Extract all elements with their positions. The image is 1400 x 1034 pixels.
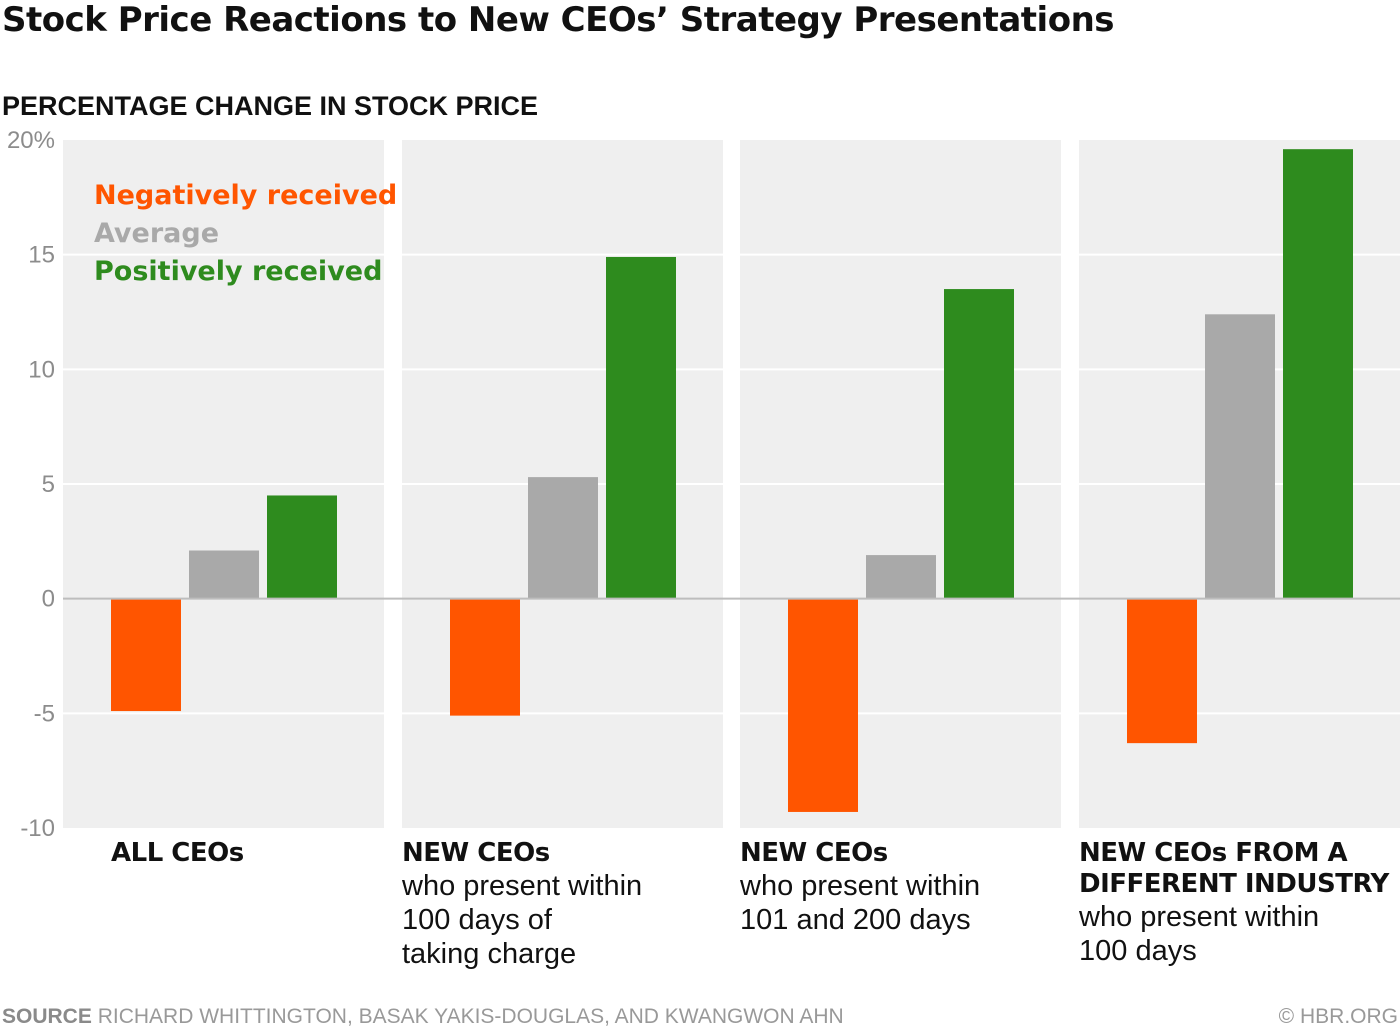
bar-negative-panel-4 <box>1127 598 1197 744</box>
panel-label-line: who present within <box>1079 901 1320 933</box>
panel-label-head: ALL CEOs <box>111 838 244 868</box>
bar-average-panel-4 <box>1205 314 1275 599</box>
credit: © HBR.ORG <box>1278 1005 1398 1028</box>
y-tick-label: 0 <box>42 586 55 613</box>
panel-label-head: NEW CEOs <box>740 838 888 868</box>
legend: Negatively received Average Positively r… <box>94 177 397 291</box>
y-tick-label: -5 <box>34 700 55 727</box>
chart-title: Stock Price Reactions to New CEOs’ Strat… <box>2 0 1115 40</box>
panel-label-head: NEW CEOs <box>402 838 550 868</box>
panel-label-3: NEW CEOs who present within 101 and 200 da… <box>740 838 1040 937</box>
source-text: RICHARD WHITTINGTON, BASAK YAKIS-DOUGLAS… <box>97 1005 844 1028</box>
panel-label-line: who present within <box>402 870 643 902</box>
y-tick-label: 5 <box>42 471 55 498</box>
bar-average-panel-3 <box>866 555 936 599</box>
y-axis-title: PERCENTAGE CHANGE IN STOCK PRICE <box>2 91 539 121</box>
bar-chart: 20% 15 10 5 0 -5 -10 <box>7 127 1400 842</box>
panel-label-line: 100 days <box>1079 935 1197 967</box>
bar-positive-panel-2 <box>606 256 676 599</box>
bar-average-panel-1 <box>189 550 259 599</box>
panel-label-2: NEW CEOs who present within 100 days of tak… <box>402 838 702 971</box>
bar-positive-panel-3 <box>944 289 1014 599</box>
bar-positive-panel-1 <box>267 495 337 599</box>
panel-label-line: 100 days of <box>402 904 552 936</box>
legend-negative: Negatively received <box>94 180 398 211</box>
bar-negative-panel-2 <box>450 598 520 716</box>
y-tick-label: 10 <box>28 356 55 383</box>
panel-label-line: taking charge <box>402 938 577 970</box>
panel-label-4: NEW CEOs FROM A DIFFERENT INDUSTRY who pr… <box>1079 838 1399 968</box>
bar-positive-panel-4 <box>1283 149 1353 599</box>
source-label: SOURCE <box>2 1005 92 1028</box>
legend-average: Average <box>94 218 220 249</box>
y-tick-label: 15 <box>28 242 55 269</box>
bar-average-panel-2 <box>528 477 598 599</box>
panel-label-line: who present within <box>740 870 981 902</box>
panel-label-1: ALL CEOs <box>111 838 411 869</box>
source-note: SOURCE RICHARD WHITTINGTON, BASAK YAKIS-… <box>2 1005 844 1029</box>
panel-label-line: 101 and 200 days <box>740 904 971 936</box>
y-tick-label: -10 <box>20 815 55 842</box>
y-tick-label: 20% <box>7 127 55 154</box>
bar-negative-panel-3 <box>788 598 858 812</box>
legend-positive: Positively received <box>94 256 383 287</box>
bar-negative-panel-1 <box>111 598 181 712</box>
panel-label-head: NEW CEOs FROM A DIFFERENT INDUSTRY <box>1079 838 1389 899</box>
